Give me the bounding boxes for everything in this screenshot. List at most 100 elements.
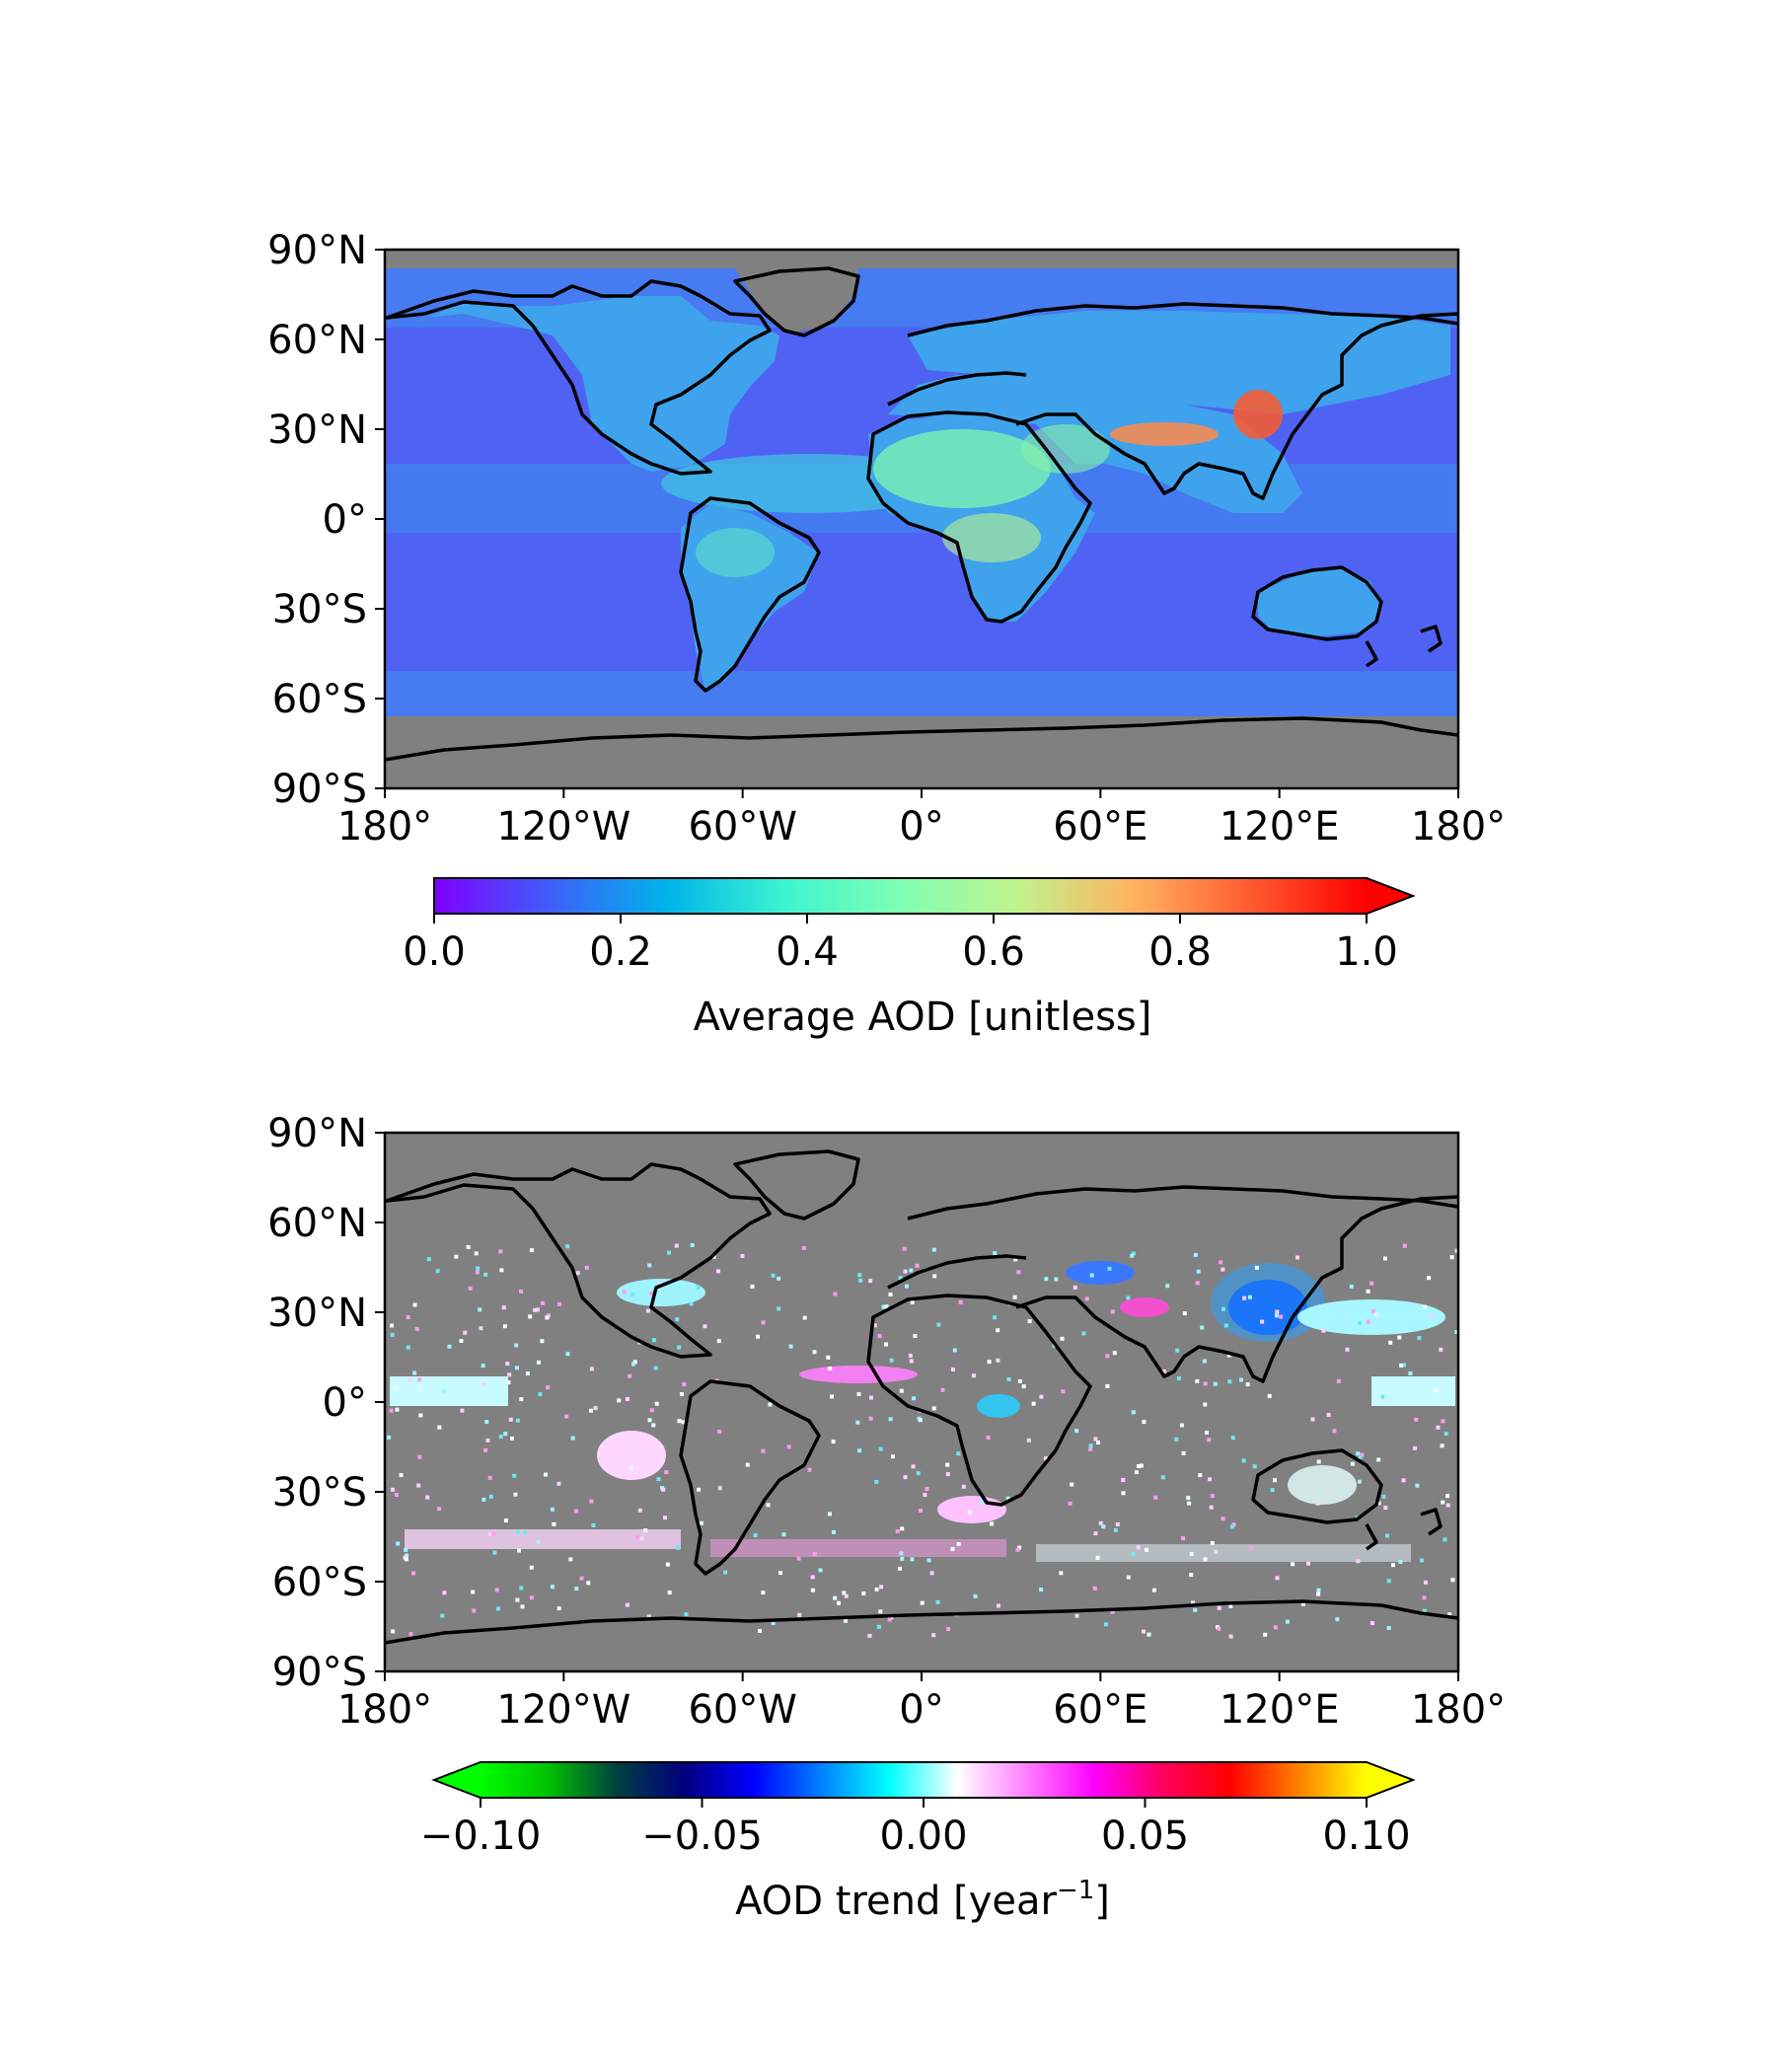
trend-speckle [491, 1531, 496, 1536]
trend-speckle [1031, 1401, 1036, 1406]
trend-speckle [1115, 1521, 1120, 1526]
trend-speckle [832, 1529, 836, 1534]
trend-speckle [1012, 1295, 1017, 1299]
trend-speckle [552, 1521, 556, 1526]
trend-speckle [931, 1406, 936, 1411]
trend-speckle [723, 1570, 728, 1575]
trend-speckle [879, 1585, 884, 1590]
trend-speckle [1245, 1382, 1250, 1387]
arabia-plume [1021, 424, 1110, 474]
trend-speckle [881, 1304, 886, 1309]
trend-speckle [468, 1286, 473, 1291]
trend-speckle [1006, 1377, 1011, 1381]
lat-tick-label: 30°S [272, 1470, 367, 1516]
trend-speckle [589, 1499, 594, 1504]
lon-tick-label: 60°W [688, 804, 796, 850]
trend-speckle [1176, 1376, 1181, 1381]
trend-speckle [515, 1366, 519, 1370]
trend-speckle [1198, 1473, 1203, 1478]
trend-speckle [404, 1557, 408, 1562]
trend-speckle [485, 1438, 490, 1443]
trend-speckle [1096, 1440, 1100, 1444]
lon-tick-label: 60°W [688, 1687, 796, 1733]
trend-speckle [648, 1291, 653, 1295]
trend-speckle [1445, 1503, 1450, 1508]
trend-speckle [1203, 1402, 1208, 1407]
trend-speckle [1273, 1625, 1278, 1630]
trend-speckle [1450, 1578, 1455, 1583]
east-china-decline-halo [1211, 1263, 1325, 1342]
trend-speckle [996, 1358, 1000, 1363]
trend-speckle [986, 1435, 991, 1440]
trend-speckle [1221, 1306, 1225, 1311]
trend-speckle [654, 1401, 659, 1406]
trend-speckle [1398, 1560, 1403, 1564]
lat-tick-label: 30°N [267, 1291, 367, 1336]
southern-ocean-mixed [1036, 1544, 1411, 1562]
trend-speckle [406, 1345, 410, 1350]
trend-speckle [495, 1606, 500, 1611]
trend-speckle [950, 1546, 955, 1551]
trend-speckle [888, 1417, 893, 1422]
trend-speckle [1196, 1269, 1201, 1274]
trend-speckle [831, 1440, 836, 1444]
lat-tick-label: 90°N [267, 228, 367, 273]
trend-speckle [651, 1423, 656, 1428]
trend-speckle [855, 1420, 860, 1425]
colorbar-extension-max [1367, 1762, 1413, 1798]
trend-speckle [1219, 1260, 1223, 1265]
trend-speckle [479, 1326, 483, 1331]
trend-speckle [536, 1307, 540, 1312]
trend-speckle [1181, 1536, 1185, 1541]
trend-speckle [1205, 1430, 1209, 1435]
trend-speckle [1414, 1417, 1419, 1422]
trend-speckle [545, 1315, 550, 1320]
trend-speckle [1153, 1495, 1158, 1500]
trend-speckle [394, 1384, 399, 1389]
trend-speckle [827, 1512, 832, 1517]
trend-speckle [756, 1334, 760, 1339]
trend-speckle [1189, 1573, 1194, 1578]
trend-speckle [857, 1273, 862, 1278]
trend-speckle [417, 1454, 422, 1459]
trend-speckle [635, 1535, 640, 1539]
trend-speckle [1315, 1501, 1320, 1506]
trend-speckle [716, 1339, 721, 1344]
trend-speckle [810, 1588, 815, 1592]
trend-speckle [858, 1278, 863, 1283]
trend-speckle [1174, 1437, 1179, 1442]
trend-speckle [643, 1528, 648, 1532]
colorbar-tick-label: 0.0 [403, 929, 466, 975]
trend-speckle [540, 1339, 545, 1344]
trend-speckle [895, 1529, 900, 1533]
trend-speckle [568, 1557, 573, 1562]
trend-speckle [952, 1348, 957, 1353]
trend-speckle [771, 1273, 776, 1278]
trend-speckle [674, 1243, 679, 1248]
trend-speckle [1061, 1389, 1066, 1394]
trend-speckle [1103, 1622, 1108, 1627]
trend-speckle [878, 1446, 883, 1451]
trend-speckle [1401, 1478, 1406, 1483]
trend-speckle [987, 1360, 992, 1365]
trend-speckle [1044, 1277, 1049, 1282]
trend-speckle [812, 1552, 817, 1557]
lat-tick-label: 90°S [272, 767, 367, 812]
trend-speckle [786, 1444, 791, 1449]
trend-speckle [891, 1454, 895, 1459]
trend-speckle [1181, 1450, 1186, 1455]
trend-speckle [1054, 1277, 1059, 1282]
trend-speckle [1230, 1436, 1235, 1441]
trend-speckle [1105, 1354, 1110, 1359]
trend-speckle [874, 1587, 879, 1591]
trend-speckle [1249, 1546, 1254, 1550]
trend-speckle [899, 1551, 904, 1556]
trend-speckle [625, 1602, 629, 1607]
trend-speckle [519, 1586, 524, 1591]
average-aod-colorbar: 0.0 0.2 0.4 0.6 0.8 1.0 Average AOD [unitless… [403, 877, 1416, 1040]
trend-speckle [472, 1608, 477, 1613]
colorbar-tick-label: 0.00 [879, 1813, 967, 1859]
trend-speckle [703, 1324, 707, 1329]
trend-speckle [529, 1595, 534, 1600]
trend-speckle [481, 1382, 486, 1387]
